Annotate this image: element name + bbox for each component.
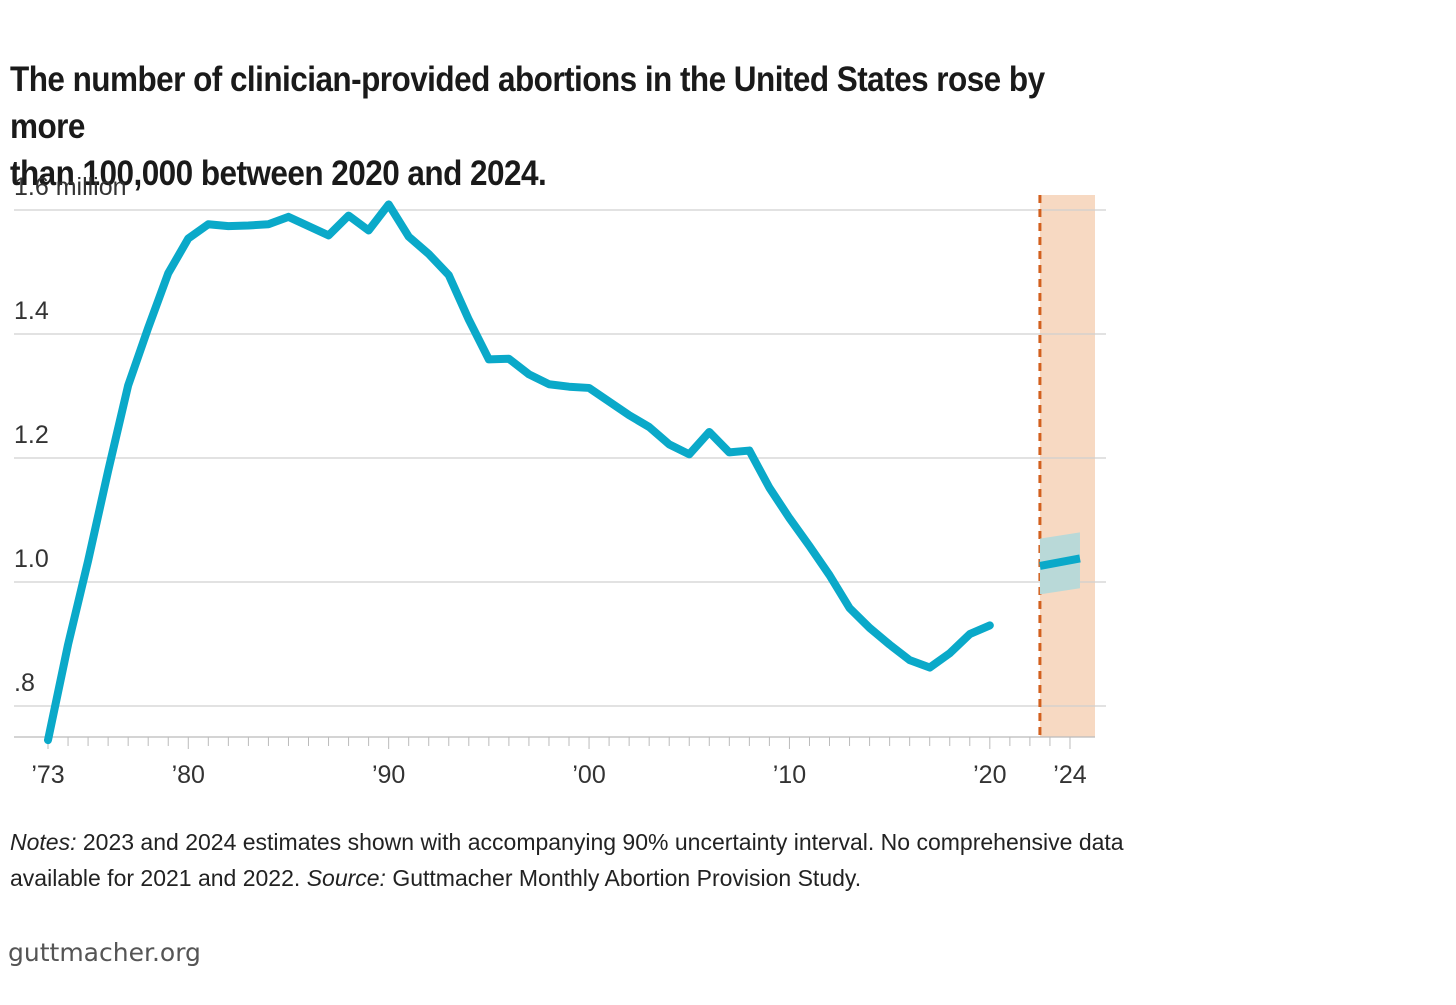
notes-text: 2023 and 2024 estimates shown with accom… [10, 829, 1124, 891]
data-point-2012 [829, 574, 831, 576]
data-point-1979 [167, 272, 169, 274]
data-point-1981 [207, 223, 209, 225]
series-line-0 [44, 200, 994, 745]
y-tick-label-0-8: .8 [14, 669, 35, 697]
x-tick-label-2024: ’24 [1053, 761, 1086, 789]
data-point-2020 [989, 624, 991, 626]
data-point-1990 [388, 203, 390, 205]
data-point-2015 [889, 644, 891, 646]
data-point-1992 [428, 253, 430, 255]
data-point-1988 [348, 215, 350, 217]
data-point-1998 [548, 383, 550, 385]
x-tick-label-1990: ’90 [372, 761, 405, 789]
data-point-2019 [969, 633, 971, 635]
data-point-2006 [708, 431, 710, 433]
chart-notes: Notes: 2023 and 2024 estimates shown wit… [10, 824, 1190, 896]
y-tick-label-1-4: 1.4 [14, 297, 49, 325]
data-point-1975 [87, 560, 89, 562]
data-point-1997 [528, 373, 530, 375]
chart-title: The number of clinician-provided abortio… [10, 56, 1045, 197]
x-tick-label-2000: ’00 [572, 761, 605, 789]
data-point-1995 [488, 358, 490, 360]
data-point-1986 [308, 225, 310, 227]
data-point-2001 [608, 401, 610, 403]
data-point-1989 [368, 229, 370, 231]
estimate-region-band [1039, 195, 1095, 737]
data-point-1999 [568, 386, 570, 388]
data-point-1993 [448, 274, 450, 276]
data-point-1982 [227, 225, 229, 227]
data-point-2017 [929, 667, 931, 669]
data-point-2009 [768, 487, 770, 489]
source-label: Source: [306, 865, 386, 891]
data-point-1985 [287, 216, 289, 218]
data-point-2007 [728, 451, 730, 453]
data-point-2005 [688, 453, 690, 455]
source-text: Guttmacher Monthly Abortion Provision St… [385, 865, 862, 891]
data-point-2014 [869, 627, 871, 629]
data-point-2018 [949, 652, 951, 654]
data-point-1973 [47, 739, 49, 741]
x-tick-label-1973: ’73 [31, 761, 64, 789]
data-point-2000 [588, 387, 590, 389]
data-point-2011 [808, 545, 810, 547]
data-point-1991 [408, 236, 410, 238]
x-tick-label-2010: ’10 [773, 761, 806, 789]
data-point-1974 [67, 644, 69, 646]
y-tick-label-1-2: 1.2 [14, 421, 49, 449]
estimate-line [1039, 554, 1081, 570]
data-point-2013 [849, 607, 851, 609]
y-tick-label-1-6: 1.6 million [14, 173, 127, 201]
data-point-1978 [147, 327, 149, 329]
data-point-1983 [247, 225, 249, 226]
data-point-1996 [508, 358, 510, 360]
chart-title-line-1: The number of clinician-provided abortio… [10, 60, 1045, 146]
y-tick-label-1: 1.0 [14, 545, 49, 573]
chart-title-line-2: than 100,000 between 2020 and 2024. [10, 154, 547, 193]
data-point-2004 [668, 443, 670, 445]
data-point-1977 [127, 384, 129, 386]
footer-url[interactable]: guttmacher.org [8, 938, 201, 967]
data-point-2010 [788, 517, 790, 519]
x-tick-label-2020: ’20 [973, 761, 1006, 789]
data-point-2008 [748, 450, 750, 452]
x-tick-label-1980: ’80 [172, 761, 205, 789]
data-point-1984 [267, 223, 269, 225]
data-point-1994 [468, 319, 470, 321]
data-point-2003 [648, 426, 650, 428]
line-chart: .8 1.0 1.2 1.4 1.6 million ’73 ’80 ’90 ’00 ’10 ’20… [14, 173, 1106, 789]
data-point-1987 [328, 234, 330, 236]
data-point-2002 [628, 414, 630, 416]
data-point-1976 [107, 470, 109, 472]
notes-label: Notes: [10, 829, 77, 855]
data-point-2016 [909, 659, 911, 661]
data-point-1980 [187, 238, 189, 240]
